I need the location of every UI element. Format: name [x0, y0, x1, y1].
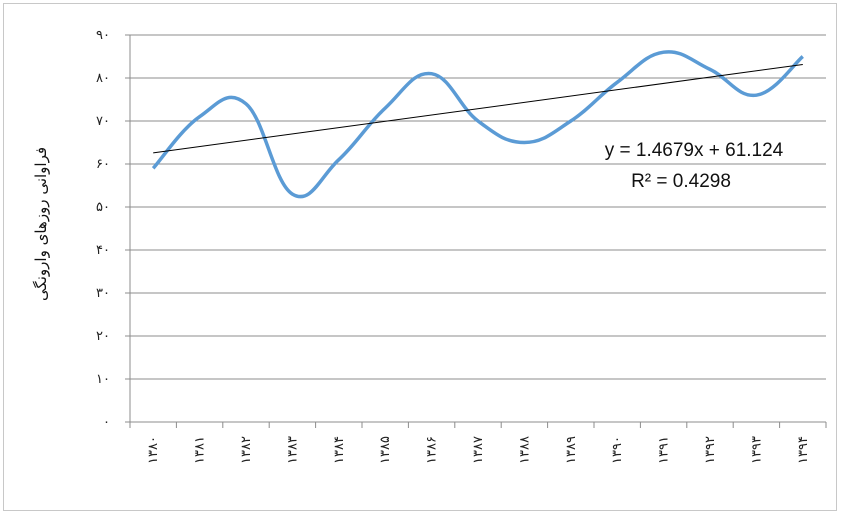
x-tick-label: ۱۳۸۲ — [239, 436, 254, 464]
x-tick-label: ۱۳۹۱ — [657, 436, 672, 464]
x-tick-label: ۱۳۸۵ — [378, 436, 393, 464]
trendline-equation: y = 1.4679x + 61.124 — [605, 140, 784, 161]
y-tick-label: ۶۰ — [96, 157, 110, 172]
y-tick-label: ۵۰ — [96, 200, 110, 215]
x-tick-label: ۱۳۹۴ — [796, 436, 811, 464]
x-tick-label: ۱۳۸۳ — [285, 436, 300, 464]
trendline — [153, 63, 803, 154]
y-tick-labels: ۰ ۱۰ ۲۰ ۳۰ ۴۰ ۵۰ ۶۰ ۷۰ ۸۰ ۹۰ — [96, 28, 110, 430]
y-tick-label: ۴۰ — [96, 243, 110, 258]
y-tick-label: ۲۰ — [96, 329, 110, 344]
y-tick-label: ۹۰ — [96, 28, 110, 43]
x-tick-label: ۱۳۹۳ — [749, 436, 764, 464]
x-tick-labels: ۱۳۸۰ ۱۳۸۱ ۱۳۸۲ ۱۳۸۳ ۱۳۸۴ ۱۳۸۵ ۱۳۸۶ ۱۳۸۷ ۱۳۸۸ ۱۳۸۹… — [146, 436, 811, 464]
x-tick-label: ۱۳۸۸ — [517, 436, 532, 464]
y-tick-label: ۳۰ — [96, 286, 110, 301]
trendline-r-squared: R² = 0.4298 — [631, 171, 731, 192]
x-tick-label: ۱۳۸۰ — [146, 436, 161, 464]
x-tick-label: ۱۳۸۹ — [564, 436, 579, 464]
y-tick-label: ۰ — [103, 415, 110, 430]
x-tick-label: ۱۳۸۷ — [471, 436, 486, 464]
y-tick-label: ۸۰ — [96, 71, 110, 86]
series-line — [151, 50, 804, 199]
axes — [129, 35, 827, 428]
y-axis-label: فراوانی روزهای وارونگی — [32, 147, 50, 301]
x-tick-label: ۱۳۹۲ — [703, 436, 718, 464]
y-tick-label: ۷۰ — [96, 114, 110, 129]
gridlines — [125, 34, 826, 423]
x-tick-label: ۱۳۸۶ — [425, 436, 440, 464]
chart-frame — [3, 3, 837, 511]
x-tick-label: ۱۳۹۰ — [610, 436, 625, 464]
y-tick-label: ۱۰ — [96, 372, 110, 387]
x-tick-label: ۱۳۸۴ — [332, 436, 347, 464]
x-tick-label: ۱۳۸۱ — [193, 436, 208, 464]
